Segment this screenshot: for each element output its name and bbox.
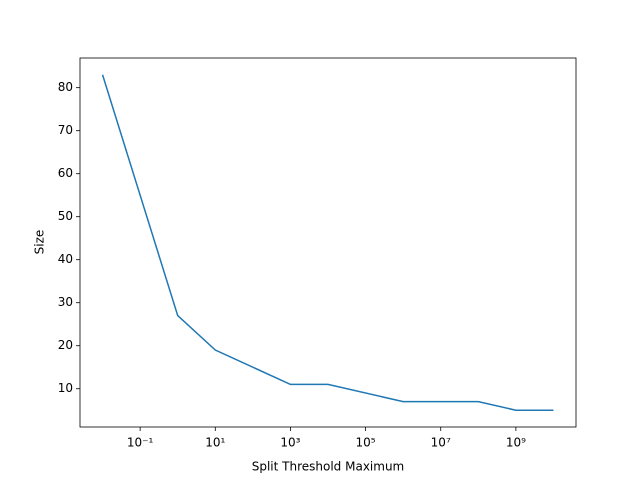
x-tick-label: 10⁹ bbox=[506, 436, 526, 450]
line-series bbox=[101, 74, 554, 411]
y-tick-label: 30 bbox=[58, 295, 73, 309]
y-tick-label: 40 bbox=[58, 252, 73, 266]
y-tick-label: 20 bbox=[58, 338, 73, 352]
y-tick-label: 70 bbox=[58, 123, 73, 137]
y-tick-label: 60 bbox=[58, 166, 73, 180]
y-tick-label: 10 bbox=[58, 381, 73, 395]
x-tick-label: 10³ bbox=[280, 436, 300, 450]
x-tick-label: 10⁵ bbox=[356, 436, 376, 450]
x-tick-label: 10¹ bbox=[205, 436, 225, 450]
y-tick-label: 50 bbox=[58, 209, 73, 223]
y-tick-label: 80 bbox=[58, 80, 73, 94]
x-axis-label: Split Threshold Maximum bbox=[252, 460, 405, 474]
plot-frame bbox=[79, 57, 577, 428]
x-tick-label: 10⁷ bbox=[431, 436, 451, 450]
y-axis-label: Size bbox=[33, 230, 47, 255]
x-tick-label: 10⁻¹ bbox=[127, 436, 154, 450]
